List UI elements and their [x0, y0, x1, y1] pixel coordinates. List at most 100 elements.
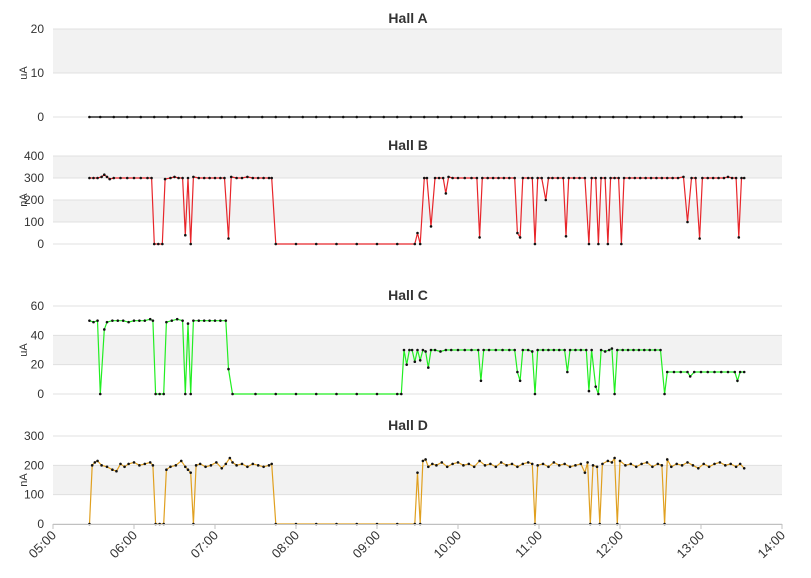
hall-c-data-point	[688, 375, 692, 378]
hall-c-data-point	[547, 348, 550, 352]
hall-c-data-point	[516, 370, 519, 374]
hall-b-data-point	[422, 176, 426, 180]
hall-b-data-point	[567, 176, 570, 180]
x-tick-label: 10:00	[431, 528, 465, 562]
hall-c-data-point	[665, 370, 669, 374]
hall-d-data-point	[686, 461, 689, 464]
hall-c-data-point	[557, 348, 561, 352]
hall-b-data-point	[628, 176, 631, 180]
hall-a-data-point	[274, 115, 278, 119]
hall-b-data-point	[433, 176, 437, 180]
hall-c-data-point	[202, 319, 206, 322]
hall-d-title: Hall D	[388, 417, 428, 433]
hall-c-ytick-label: 60	[31, 299, 45, 313]
hall-c-data-point	[738, 370, 742, 374]
hall-a-data-point	[463, 115, 467, 119]
hall-b-title: Hall B	[388, 137, 428, 153]
hall-b-data-point	[655, 176, 658, 180]
hall-b-data-point	[163, 177, 167, 181]
hall-d-data-point	[557, 464, 561, 467]
hall-c-data-point	[444, 348, 448, 352]
hall-b-data-point	[622, 176, 626, 180]
hall-b-data-point	[644, 176, 647, 180]
hall-a-data-point	[652, 115, 656, 119]
hall-b-data-point	[202, 176, 206, 180]
hall-b-data-point	[620, 242, 623, 246]
hall-b-data-point	[256, 176, 260, 180]
hall-d-data-point	[228, 456, 232, 460]
hall-b-data-point	[547, 176, 550, 180]
hall-b-data-point	[578, 176, 581, 180]
hall-d-data-point	[421, 459, 425, 463]
hall-d-data-point	[251, 462, 255, 466]
hall-b-data-point	[740, 176, 743, 180]
hall-c-data-point	[742, 370, 746, 374]
hall-a-data-point	[733, 115, 737, 119]
hall-d-data-point	[224, 462, 228, 466]
hall-b-data-point	[540, 176, 543, 180]
hall-c-data-point	[579, 348, 583, 352]
hall-b-data-point	[572, 176, 576, 180]
hall-d-data-point	[451, 462, 454, 466]
hall-a-data-point	[166, 115, 170, 119]
hall-b-data-point	[246, 175, 249, 179]
hall-b-data-point	[208, 176, 211, 180]
hall-b-data-point	[355, 242, 359, 246]
hall-c-data-point	[181, 319, 184, 322]
hall-b-data-point	[609, 176, 612, 180]
hall-b-ytick-label: 100	[24, 215, 44, 229]
hall-c-data-point	[254, 392, 257, 396]
hall-c-data-point	[521, 348, 525, 352]
hall-b-data-point	[587, 242, 591, 246]
hall-c-data-point	[274, 392, 278, 396]
hall-d-data-point	[111, 468, 114, 472]
x-tick-label: 08:00	[269, 528, 303, 562]
hall-d-data-point	[651, 465, 654, 469]
hall-b-data-point	[437, 176, 441, 180]
hall-d-data-point	[256, 464, 260, 467]
hall-b-data-point	[235, 176, 238, 180]
hall-c-data-point	[530, 350, 534, 353]
hall-c-data-point	[408, 348, 411, 352]
hall-d-data-point	[440, 461, 444, 464]
hall-c-data-point	[659, 348, 662, 352]
hall-c-data-point	[162, 392, 165, 396]
hall-b-data-point	[227, 237, 230, 240]
hall-c-ytick-label: 20	[31, 358, 45, 372]
hall-c-data-point	[653, 348, 657, 352]
hall-b-data-point	[556, 176, 560, 180]
hall-a-data-point	[382, 115, 386, 119]
hall-b-data-point	[223, 176, 226, 180]
hall-a-data-point	[233, 115, 237, 119]
hall-d-data-point	[742, 466, 746, 470]
hall-d-data-point	[645, 461, 649, 464]
hall-c-data-point	[672, 370, 676, 374]
hall-b-ylabel: nA	[18, 193, 30, 207]
hall-a-data-point	[706, 115, 710, 119]
hall-b-data-point	[690, 176, 693, 180]
hall-c-data-point	[424, 350, 427, 353]
hall-a-ylabel: uA	[18, 66, 30, 80]
hall-a-data-point	[112, 115, 116, 119]
hall-a-data-point	[503, 115, 507, 119]
hall-b-data-point	[497, 176, 500, 180]
hall-b-band	[53, 156, 782, 178]
hall-a-data-point	[341, 115, 345, 119]
x-tick-label: 07:00	[188, 528, 222, 562]
hall-c-data-point	[574, 348, 577, 352]
hall-a-data-point	[220, 115, 224, 119]
hall-b-data-point	[599, 176, 603, 180]
hall-d-data-point	[563, 462, 566, 466]
hall-d-data-point	[431, 462, 434, 466]
hall-b-ytick-label: 0	[37, 237, 44, 251]
hall-c-data-point	[456, 348, 460, 352]
hall-b-ytick-label: 200	[24, 193, 44, 207]
hall-d-data-point	[119, 462, 122, 466]
x-tick-label: 06:00	[107, 528, 141, 562]
hall-a-ytick-label: 10	[31, 66, 45, 80]
hall-c-data-point	[518, 379, 522, 383]
hall-a-data-point	[301, 115, 305, 119]
hall-d-data-point	[494, 465, 498, 469]
hall-d-data-point	[521, 462, 525, 466]
